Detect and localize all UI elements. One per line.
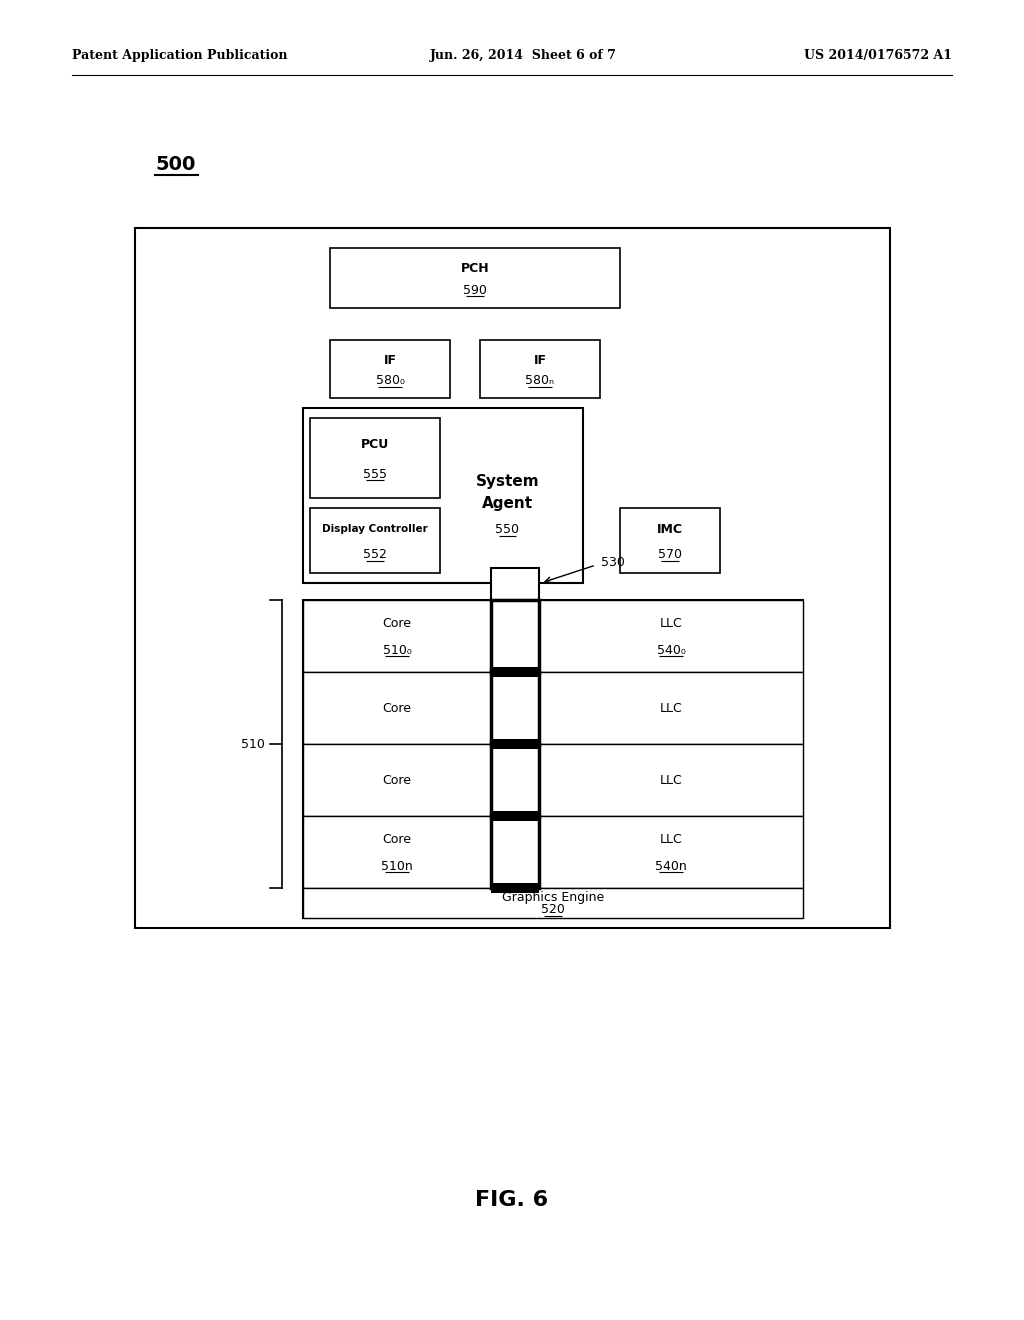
Bar bbox=[539, 601, 803, 672]
Bar bbox=[303, 672, 490, 744]
Text: 510n: 510n bbox=[381, 859, 413, 873]
Bar bbox=[303, 601, 490, 672]
Bar bbox=[480, 341, 600, 399]
Text: 580₀: 580₀ bbox=[376, 374, 404, 387]
Text: 540₀: 540₀ bbox=[656, 644, 685, 657]
Bar bbox=[490, 810, 539, 821]
Text: Core: Core bbox=[383, 618, 412, 630]
Bar bbox=[490, 667, 539, 677]
Text: Agent: Agent bbox=[482, 496, 532, 511]
Text: LLC: LLC bbox=[659, 618, 682, 630]
Text: 580ₙ: 580ₙ bbox=[525, 374, 555, 387]
Text: IF: IF bbox=[534, 354, 547, 367]
Bar bbox=[490, 672, 539, 744]
Text: 520: 520 bbox=[541, 903, 565, 916]
Text: 550: 550 bbox=[496, 523, 519, 536]
Bar bbox=[303, 408, 583, 583]
Text: 552: 552 bbox=[364, 548, 387, 561]
Bar bbox=[490, 744, 539, 816]
Text: PCH: PCH bbox=[461, 263, 489, 276]
Bar bbox=[490, 816, 539, 888]
Text: Graphics Engine: Graphics Engine bbox=[502, 891, 604, 904]
Bar bbox=[490, 883, 539, 894]
Text: Core: Core bbox=[383, 774, 412, 787]
Text: IF: IF bbox=[384, 354, 396, 367]
Bar bbox=[303, 816, 490, 888]
Text: 510₀: 510₀ bbox=[383, 644, 412, 657]
Text: FIG. 6: FIG. 6 bbox=[475, 1191, 549, 1210]
Text: IMC: IMC bbox=[657, 523, 683, 536]
Text: System: System bbox=[475, 474, 540, 488]
Bar bbox=[303, 601, 803, 917]
Text: 500: 500 bbox=[155, 156, 196, 174]
Text: US 2014/0176572 A1: US 2014/0176572 A1 bbox=[804, 49, 952, 62]
Text: PCU: PCU bbox=[360, 438, 389, 451]
Text: Jun. 26, 2014  Sheet 6 of 7: Jun. 26, 2014 Sheet 6 of 7 bbox=[430, 49, 616, 62]
Text: 540n: 540n bbox=[655, 859, 687, 873]
Bar bbox=[135, 228, 890, 928]
Bar bbox=[310, 508, 440, 573]
Text: Display Controller: Display Controller bbox=[323, 524, 428, 535]
Text: 510: 510 bbox=[241, 738, 265, 751]
Text: Patent Application Publication: Patent Application Publication bbox=[72, 49, 288, 62]
Text: 570: 570 bbox=[658, 548, 682, 561]
Bar bbox=[490, 739, 539, 748]
Bar bbox=[303, 888, 803, 917]
Text: 590: 590 bbox=[463, 284, 487, 297]
Bar bbox=[539, 816, 803, 888]
Bar bbox=[620, 508, 720, 573]
Bar bbox=[330, 248, 620, 308]
Bar bbox=[303, 744, 490, 816]
Bar bbox=[490, 601, 539, 672]
Text: Core: Core bbox=[383, 833, 412, 846]
Text: LLC: LLC bbox=[659, 833, 682, 846]
Bar bbox=[539, 744, 803, 816]
Text: 530: 530 bbox=[601, 557, 625, 569]
Bar bbox=[539, 672, 803, 744]
Bar bbox=[310, 418, 440, 498]
Text: Core: Core bbox=[383, 701, 412, 714]
Text: LLC: LLC bbox=[659, 774, 682, 787]
Bar bbox=[490, 568, 539, 601]
Bar bbox=[330, 341, 450, 399]
Text: 555: 555 bbox=[362, 467, 387, 480]
Text: LLC: LLC bbox=[659, 701, 682, 714]
